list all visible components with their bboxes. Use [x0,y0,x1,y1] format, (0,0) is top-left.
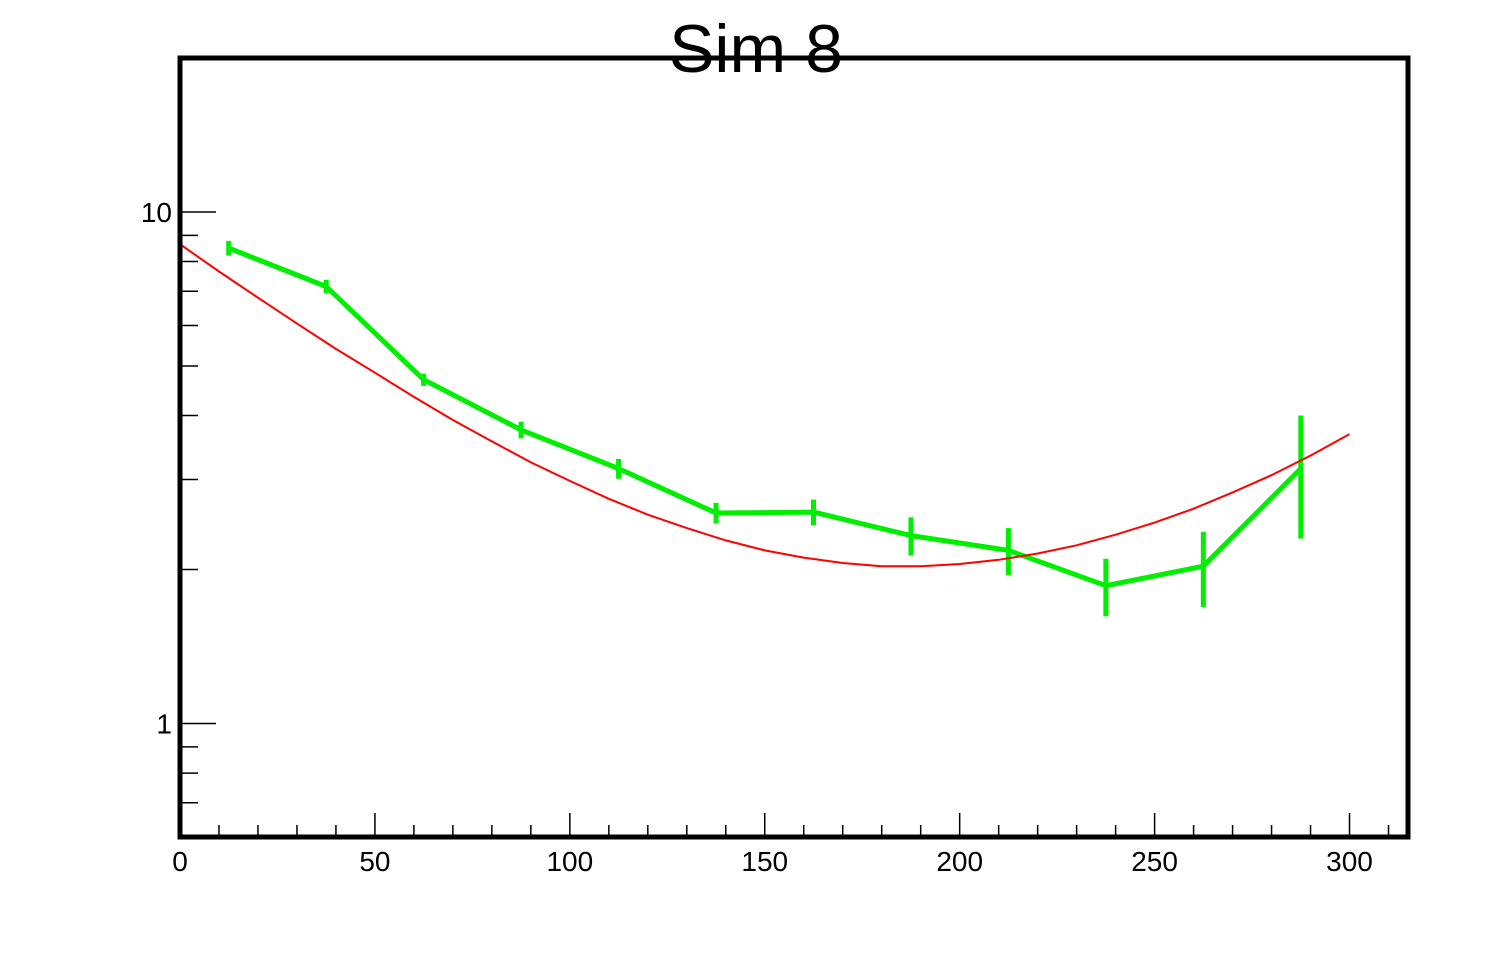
x-tick-label: 100 [546,846,593,877]
plot-frame [177,55,1411,840]
data-point [616,466,622,472]
y-tick-label: 10 [141,197,172,228]
fit-curve [179,243,1350,568]
x-tick-label: 300 [1326,846,1373,877]
x-tick-label: 0 [172,846,188,877]
data-point [1200,563,1206,569]
data-point [226,245,232,251]
data-series-line [227,245,1303,589]
data-point [1103,583,1109,589]
data-point [908,533,914,539]
y-tick-label: 1 [156,709,172,740]
chart-title: Sim 8 [669,11,843,87]
data-point [713,510,719,516]
data-point [323,284,329,290]
data-point [518,427,524,433]
data-point [421,377,427,383]
data-point [1298,466,1304,472]
x-tick-label: 200 [936,846,983,877]
x-tick-label: 50 [359,846,390,877]
series-layer [179,240,1350,617]
data-point [810,509,816,515]
x-tick-label: 150 [741,846,788,877]
axes-layer: 0 50 100 150 200 250 300 1 10 [141,55,1411,877]
data-point [1005,547,1011,553]
x-tick-label: 250 [1131,846,1178,877]
